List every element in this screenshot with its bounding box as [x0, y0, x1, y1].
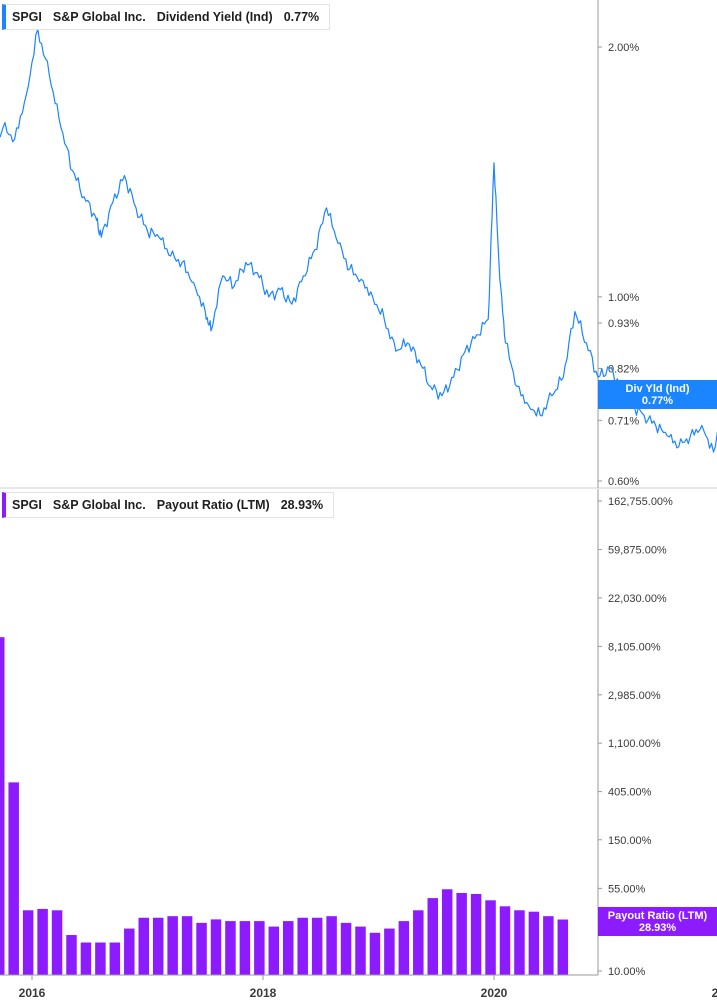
yield-tick-label: 0.82%	[608, 363, 639, 375]
payout-tick-label: 22,030.00%	[608, 593, 667, 605]
x-tick-label: 2022	[712, 986, 717, 1000]
payout-bar	[268, 926, 280, 975]
payout-tick-label: 2,985.00%	[608, 690, 661, 702]
payout-bar	[499, 906, 511, 975]
yield-tick-label: 0.60%	[608, 476, 639, 488]
payout-bar	[239, 921, 251, 975]
payout-legend-ticker: SPGI	[12, 498, 42, 512]
x-tick-label: 2016	[19, 986, 46, 1000]
payout-bar	[311, 917, 323, 975]
payout-bar	[210, 919, 222, 975]
payout-bar	[441, 889, 453, 975]
payout-bar	[8, 782, 19, 975]
payout-tag-value: 28.93%	[638, 922, 677, 934]
payout-bar	[152, 917, 164, 975]
yield-y-axis: 2.00% 1.00% 0.93% 0.82% 0.71% 0.60%	[597, 0, 639, 488]
payout-bar	[0, 637, 5, 975]
yield-legend-value: 0.77%	[283, 10, 320, 24]
payout-bar	[181, 916, 193, 975]
payout-tag-label: Payout Ratio (LTM)	[607, 910, 708, 922]
payout-bar	[109, 942, 121, 975]
payout-tick-label: 10.00%	[608, 966, 646, 978]
payout-tick-label: 55.00%	[608, 883, 646, 895]
payout-bar	[167, 916, 178, 975]
payout-tick-label: 1,100.00%	[608, 738, 661, 750]
yield-tick-label: 1.00%	[608, 292, 639, 304]
yield-tag-value: 0.77%	[641, 395, 674, 407]
payout-tick-label: 162,755.00%	[608, 496, 673, 508]
payout-bar	[326, 916, 337, 975]
payout-bar	[80, 942, 92, 975]
payout-bar	[413, 910, 424, 975]
x-tick-label: 2018	[250, 986, 277, 1000]
payout-tick-label: 8,105.00%	[608, 641, 661, 653]
payout-legend: SPGI S&P Global Inc. Payout Ratio (LTM) …	[2, 492, 335, 518]
payout-bar	[384, 928, 395, 975]
yield-tick-label: 0.93%	[608, 318, 639, 330]
payout-value-tag: Payout Ratio (LTM) 28.93%	[598, 907, 717, 936]
payout-bar	[485, 900, 496, 975]
x-axis: 20162018202020222024	[0, 974, 717, 1000]
yield-line-series	[0, 28, 717, 453]
payout-bar	[95, 942, 106, 975]
payout-bar	[456, 892, 467, 975]
payout-tick-label: 59,875.00%	[608, 544, 667, 556]
payout-bar	[51, 910, 63, 975]
yield-line	[0, 28, 717, 453]
payout-bar	[557, 919, 569, 975]
yield-legend-company: S&P Global Inc.	[52, 10, 146, 24]
payout-bar	[297, 917, 308, 975]
payout-bar	[355, 926, 366, 975]
payout-tick-label: 405.00%	[608, 787, 652, 799]
payout-bar	[398, 921, 410, 975]
x-tick-label: 2020	[481, 986, 508, 1000]
payout-bar	[543, 916, 554, 975]
yield-legend-metric: Dividend Yield (Ind)	[156, 10, 273, 24]
payout-bar	[254, 921, 265, 975]
payout-bar	[340, 922, 352, 975]
yield-tick-label: 2.00%	[608, 42, 639, 54]
payout-bar	[283, 921, 294, 975]
payout-bar	[369, 932, 381, 975]
yield-tick-label: 0.71%	[608, 415, 639, 427]
payout-bar	[37, 908, 48, 975]
payout-bar-series	[0, 637, 569, 975]
payout-bar	[22, 910, 34, 975]
payout-bar	[470, 893, 482, 975]
payout-legend-value: 28.93%	[280, 498, 324, 512]
yield-legend: SPGI S&P Global Inc. Dividend Yield (Ind…	[2, 4, 331, 30]
yield-tag-label: Div Yld (Ind)	[625, 383, 690, 395]
payout-bar	[66, 935, 77, 975]
payout-legend-metric: Payout Ratio (LTM)	[156, 498, 270, 512]
payout-bar	[528, 911, 540, 975]
payout-bar	[196, 922, 207, 975]
payout-legend-company: S&P Global Inc.	[52, 498, 146, 512]
payout-bar	[138, 917, 149, 975]
yield-value-tag: Div Yld (Ind) 0.77%	[598, 380, 717, 409]
payout-y-axis: 162,755.00% 59,875.00% 22,030.00% 8,105.00%…	[597, 489, 673, 978]
payout-tick-label: 150.00%	[608, 835, 652, 847]
payout-bar	[427, 898, 438, 975]
payout-bar	[225, 921, 236, 975]
yield-legend-ticker: SPGI	[12, 10, 42, 24]
payout-bar	[514, 910, 525, 975]
payout-bar	[124, 928, 135, 975]
